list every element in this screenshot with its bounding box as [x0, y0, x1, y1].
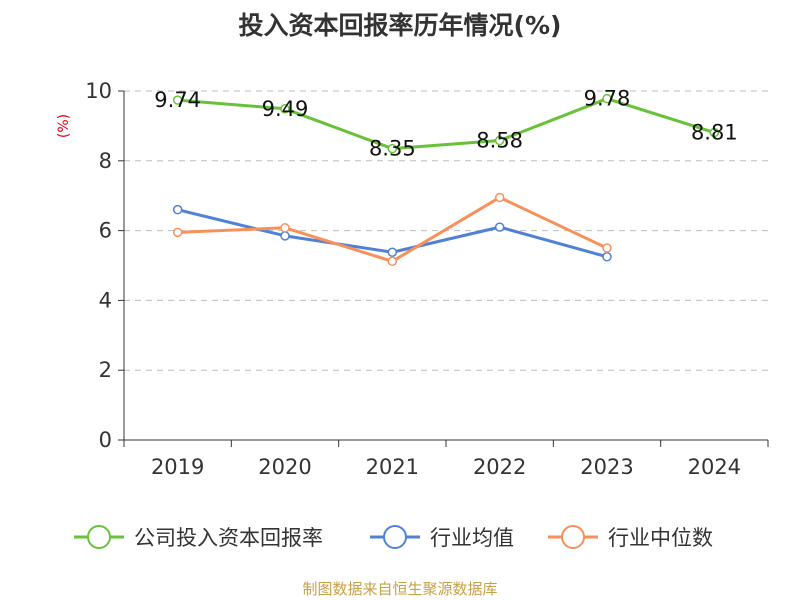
data-point-0-2023	[602, 93, 612, 104]
legend-swatch-marker-2	[561, 525, 585, 549]
data-point-1-2019	[172, 204, 183, 215]
data-point-1-2021	[387, 247, 398, 257]
legend-swatch-marker-1	[383, 525, 407, 549]
data-label-0-2019: 9.74	[154, 88, 201, 112]
y-tick-label-2: 2	[99, 358, 112, 382]
y-axis-label: (%)	[56, 114, 72, 138]
legend-item-0: 公司投入资本回报率	[74, 525, 323, 550]
legend-label-2: 行业中位数	[608, 526, 713, 550]
legend-label-0: 公司投入资本回报率	[134, 526, 323, 550]
legend-item-2: 行业中位数	[548, 525, 713, 550]
series-line-0	[177, 97, 715, 151]
data-label-0-2021: 8.35	[369, 137, 416, 161]
legend: 公司投入资本回报率 行业均值 行业中位数	[74, 525, 713, 550]
y-tick-label-4: 4	[99, 288, 112, 312]
data-labels: 9.74 9.49 8.35 8.58 9.78 8.81	[154, 87, 737, 161]
series-2	[172, 192, 612, 267]
data-point-1-2023	[602, 252, 612, 262]
x-tick-label-2019: 2019	[151, 455, 204, 479]
axes: 0 2 4 6 8 10 2019 2020 2021 2022 2023 2024	[85, 79, 769, 479]
legend-swatch-marker-0	[87, 525, 111, 549]
x-tick-label-2024: 2024	[688, 455, 741, 479]
data-label-0-2020: 9.49	[262, 97, 309, 121]
data-label-0-2022: 8.58	[476, 129, 523, 153]
data-point-2-2023	[602, 243, 612, 253]
series-0	[172, 93, 720, 154]
data-label-0-2023: 9.78	[584, 87, 631, 111]
x-tick-label-2022: 2022	[473, 455, 526, 479]
data-point-0-2024	[709, 127, 720, 138]
y-tick-label-0: 0	[99, 428, 112, 452]
data-point-2-2021	[387, 256, 398, 267]
chart-title: 投入资本回报率历年情况(%)	[239, 11, 562, 40]
data-point-0-2022	[494, 135, 505, 146]
data-point-1-2020	[280, 231, 290, 241]
data-point-1-2022	[494, 222, 505, 232]
y-tick-label-6: 6	[99, 219, 112, 243]
source-note: 制图数据来自恒生聚源数据库	[302, 580, 497, 598]
y-tick-label-10: 10	[85, 79, 112, 103]
data-point-2-2019	[172, 227, 183, 238]
data-point-2-2022	[494, 192, 505, 203]
x-tick-label-2023: 2023	[580, 455, 633, 479]
data-point-2-2020	[280, 223, 290, 233]
y-tick-label-8: 8	[99, 149, 112, 173]
data-point-0-2021	[387, 143, 398, 154]
legend-label-1: 行业均值	[430, 526, 514, 550]
data-label-0-2024: 8.81	[691, 121, 738, 145]
x-tick-label-2020: 2020	[258, 455, 311, 479]
x-tick-label-2021: 2021	[366, 455, 419, 479]
legend-item-1: 行业均值	[370, 525, 514, 550]
data-point-0-2019	[172, 95, 183, 105]
data-point-0-2020	[280, 104, 290, 114]
series-lines	[172, 93, 720, 267]
series-1	[172, 204, 612, 262]
